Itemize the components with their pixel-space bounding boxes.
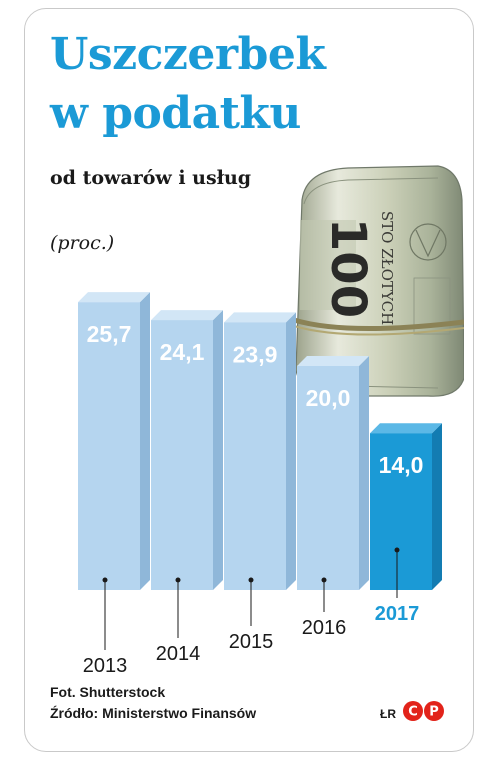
svg-text:C: C xyxy=(408,705,418,720)
svg-text:P: P xyxy=(429,705,439,720)
logo-circle-left xyxy=(403,701,423,721)
unit-label: (proc.) xyxy=(50,232,115,254)
title-line-1: Uszczerbek xyxy=(50,29,326,80)
title-line-2: w podatku xyxy=(50,88,301,139)
source-note: Źródło: Ministerstwo Finansów xyxy=(50,705,257,721)
bar-side xyxy=(286,312,296,590)
bar xyxy=(151,320,213,590)
bar-value-label: 20,0 xyxy=(306,385,351,411)
subtitle: od towarów i usług xyxy=(50,167,252,189)
author-initials: ŁR xyxy=(380,707,396,721)
bar-side xyxy=(432,423,442,590)
bar-top xyxy=(370,423,442,434)
logo-circle-right xyxy=(424,701,444,721)
category-label: 2013 xyxy=(83,655,128,677)
bar-top xyxy=(78,292,150,303)
bar-value-label: 23,9 xyxy=(233,341,278,367)
bar-value-label: 24,1 xyxy=(160,339,205,365)
bar-value-label: 25,7 xyxy=(87,321,132,347)
bar-side xyxy=(359,356,369,590)
bar xyxy=(370,433,432,590)
banknote-value-text: 100 xyxy=(320,218,376,318)
category-label: 2015 xyxy=(229,631,274,653)
bar xyxy=(297,366,359,590)
bar-side xyxy=(213,310,223,590)
bar xyxy=(78,302,140,590)
banknote-roll-image: 100 STO ZŁOTYCH xyxy=(293,165,464,397)
bar-side xyxy=(140,292,150,590)
category-label: 2014 xyxy=(156,643,201,665)
bar-value-label: 14,0 xyxy=(379,452,424,478)
banknote-text: STO ZŁOTYCH xyxy=(378,211,396,325)
bar xyxy=(224,322,286,590)
publisher-logo: C P xyxy=(403,701,444,721)
bar-top xyxy=(297,356,369,366)
category-label: 2016 xyxy=(302,617,347,639)
photo-credit: Fot. Shutterstock xyxy=(50,684,166,700)
bar-top xyxy=(224,312,296,323)
bar-top xyxy=(151,310,223,321)
category-label: 2017 xyxy=(375,603,420,625)
